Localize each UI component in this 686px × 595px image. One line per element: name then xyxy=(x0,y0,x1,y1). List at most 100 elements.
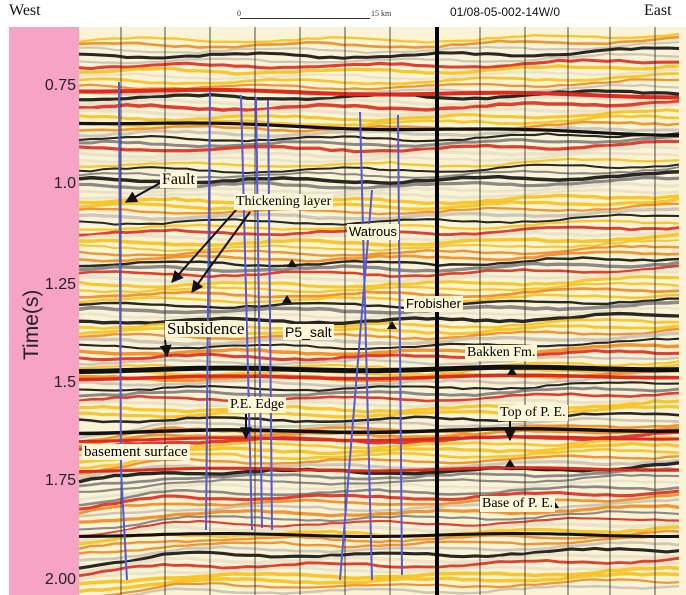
reflector-band xyxy=(78,485,680,507)
fault-line xyxy=(255,96,263,529)
reflector-band xyxy=(78,343,680,357)
annotation-arrow xyxy=(171,209,237,283)
fault-lines xyxy=(118,81,403,581)
strong-reflector xyxy=(78,121,680,137)
reflector-band xyxy=(78,157,680,168)
label-frobisher: Frobisher xyxy=(404,296,463,312)
reflector-band xyxy=(78,489,680,511)
reflector-band xyxy=(78,102,680,118)
reflector-band xyxy=(78,493,680,515)
west-label: West xyxy=(9,2,41,19)
reflector-band xyxy=(78,374,680,388)
horizon-marker-triangle xyxy=(507,367,517,375)
label-watrous: Watrous xyxy=(347,224,399,240)
reflector-band xyxy=(78,412,680,424)
reflector-band xyxy=(78,120,680,133)
fault-line xyxy=(120,469,128,581)
reflector-band xyxy=(78,32,680,44)
fault-line xyxy=(359,111,373,581)
reflector-band xyxy=(99,578,680,595)
reflector-band xyxy=(79,399,680,414)
reflector-band xyxy=(78,126,680,138)
reflector-band xyxy=(78,238,680,252)
reflector-band xyxy=(78,404,680,419)
axis-band xyxy=(9,27,79,595)
reflector-band xyxy=(78,275,680,289)
reflector-band xyxy=(78,41,680,55)
reflector-band xyxy=(78,571,680,594)
reflector-band xyxy=(78,151,680,164)
reflector-band xyxy=(78,99,680,112)
reflector-band xyxy=(78,363,680,377)
strong-reflector xyxy=(78,532,680,538)
y-axis-label: Time(s) xyxy=(20,289,43,360)
reflector-band xyxy=(78,479,680,502)
reflector-band xyxy=(78,386,680,398)
reflector-band xyxy=(78,193,680,206)
annotation-arrows xyxy=(124,182,559,508)
reflector-band xyxy=(78,232,680,248)
reflector-band xyxy=(78,108,680,123)
reflector-band xyxy=(78,535,680,555)
label-bakken-fm: Bakken Fm. xyxy=(465,345,538,361)
reflector-band xyxy=(78,337,680,351)
label-top-of-pe: Top of P. E. xyxy=(498,405,568,421)
well-id-label: 01/08-05-002-14W/0 xyxy=(450,5,561,19)
reflector-band xyxy=(78,260,680,273)
reflector-band xyxy=(78,202,679,216)
strong-reflector xyxy=(78,466,680,473)
reflector-band xyxy=(78,58,680,71)
label-fault: Fault xyxy=(160,171,197,188)
scale-start-label: 0 xyxy=(237,9,241,18)
reflector-band xyxy=(78,546,680,570)
reflector-band xyxy=(78,35,680,49)
strong-reflector xyxy=(78,435,680,443)
reflector-band xyxy=(78,331,680,347)
reflector-band xyxy=(78,510,680,531)
reflector-band xyxy=(78,256,680,268)
reflector-band xyxy=(78,197,680,211)
reflector-band xyxy=(78,529,680,550)
reflector-band xyxy=(78,426,680,449)
reflector-band xyxy=(79,473,680,493)
reflector-band xyxy=(78,68,680,81)
reflector-band xyxy=(78,552,680,574)
reflector-band xyxy=(78,503,680,524)
strong-reflector xyxy=(78,364,680,374)
label-base-of-pe: Base of P. E. xyxy=(480,496,556,512)
fault-line xyxy=(339,189,373,581)
fault-line xyxy=(205,89,211,531)
reflector-band xyxy=(78,355,680,366)
reflector-band xyxy=(78,556,680,578)
reflector-band xyxy=(78,293,680,305)
reflector-band xyxy=(78,467,680,488)
label-subsidence: Subsidence xyxy=(165,319,247,338)
scale-end-label: 15 km xyxy=(371,9,392,18)
reflector-band xyxy=(78,516,679,537)
reflector-band xyxy=(78,244,680,257)
label-thickening-layer: Thickening layer xyxy=(234,194,334,210)
reflector-band xyxy=(78,144,680,159)
reflector-band xyxy=(78,207,680,221)
horizon-marker-triangle xyxy=(387,321,397,329)
reflector-band xyxy=(78,52,680,65)
east-label: East xyxy=(644,2,672,19)
horizon-marker-triangle xyxy=(282,295,292,303)
tick-label-2.00: 2.00 xyxy=(44,571,76,588)
reflector-band xyxy=(78,46,680,60)
reflector-band xyxy=(78,188,680,201)
reflector-band xyxy=(78,458,680,480)
reflector-band xyxy=(78,430,680,451)
reflector-band xyxy=(78,287,680,299)
reflector-band xyxy=(78,348,680,362)
strong-reflector xyxy=(78,426,680,436)
tick-label-1.25: 1.25 xyxy=(44,276,76,293)
tick-label-1.75: 1.75 xyxy=(44,472,76,489)
reflector-band xyxy=(78,540,680,562)
reflector-band xyxy=(78,498,680,518)
fault-line xyxy=(118,81,122,471)
reflector-band xyxy=(78,213,680,226)
fault-line xyxy=(267,99,273,531)
